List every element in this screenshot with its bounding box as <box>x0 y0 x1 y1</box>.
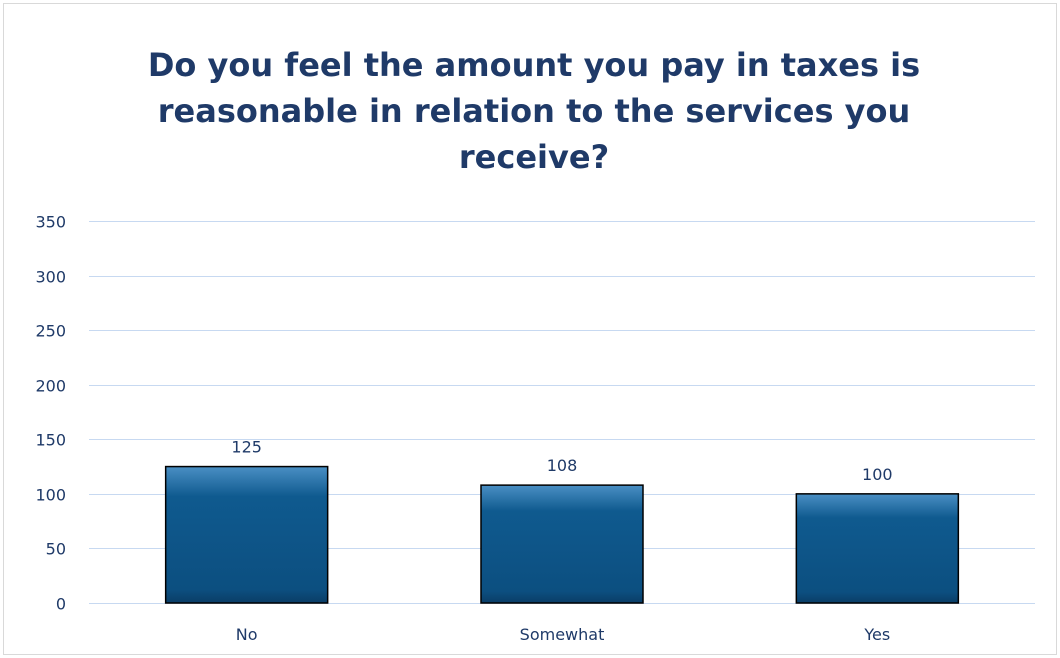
x-tick-label: Somewhat <box>520 625 605 644</box>
y-tick-label: 150 <box>35 431 66 450</box>
x-tick-label: No <box>236 625 258 644</box>
y-tick-label: 0 <box>56 595 66 614</box>
data-labels: 125 108 100 <box>231 438 892 484</box>
bar-somewhat <box>480 484 644 604</box>
y-tick-label: 50 <box>46 540 66 559</box>
y-tick-label: 100 <box>35 486 66 505</box>
x-axis-tick-labels: No Somewhat Yes <box>236 625 890 644</box>
data-label: 108 <box>547 456 578 475</box>
bar-no <box>164 465 329 604</box>
data-label: 125 <box>231 438 262 457</box>
bar-yes <box>795 493 960 604</box>
y-tick-label: 300 <box>35 268 66 287</box>
x-tick-label: Yes <box>863 625 890 644</box>
chart-title: Do you feel the amount you pay in taxes … <box>147 46 921 176</box>
bars <box>164 465 960 604</box>
y-tick-label: 350 <box>35 213 66 232</box>
y-tick-label: 250 <box>35 322 66 341</box>
data-label: 100 <box>862 465 893 484</box>
y-tick-label: 200 <box>35 377 66 396</box>
y-axis-tick-labels: 0 50 100 150 200 250 300 350 <box>35 213 66 614</box>
